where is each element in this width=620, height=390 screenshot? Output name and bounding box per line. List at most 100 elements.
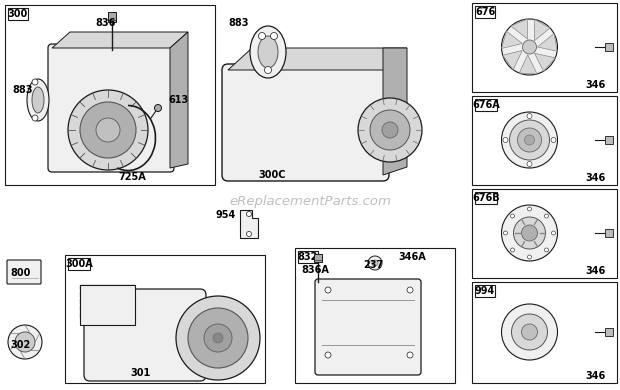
Polygon shape <box>538 34 557 51</box>
Circle shape <box>154 105 161 112</box>
Circle shape <box>188 308 248 368</box>
Circle shape <box>204 324 232 352</box>
Text: 725A: 725A <box>118 172 146 182</box>
Bar <box>68 258 90 270</box>
Circle shape <box>32 79 38 85</box>
Bar <box>314 254 322 262</box>
Bar <box>80 285 135 325</box>
Circle shape <box>551 138 556 142</box>
Text: 302: 302 <box>10 340 30 350</box>
Circle shape <box>527 161 532 167</box>
Circle shape <box>502 19 557 75</box>
Circle shape <box>513 217 546 249</box>
Circle shape <box>502 304 557 360</box>
Text: 836: 836 <box>95 18 115 28</box>
Circle shape <box>502 112 557 168</box>
Bar <box>80 292 135 297</box>
Text: 300: 300 <box>8 9 28 19</box>
Circle shape <box>259 32 265 39</box>
Circle shape <box>247 232 252 236</box>
Circle shape <box>176 296 260 380</box>
Circle shape <box>528 255 531 259</box>
Circle shape <box>527 113 532 119</box>
Polygon shape <box>240 210 258 238</box>
Ellipse shape <box>258 36 278 68</box>
Circle shape <box>544 248 549 252</box>
Text: 300C: 300C <box>258 170 285 180</box>
Polygon shape <box>520 55 537 74</box>
Bar <box>472 189 617 278</box>
Text: 883: 883 <box>12 85 32 95</box>
Circle shape <box>213 333 223 343</box>
Text: 994: 994 <box>475 286 495 296</box>
Ellipse shape <box>32 87 44 113</box>
Circle shape <box>512 314 547 350</box>
Bar <box>605 136 613 144</box>
Circle shape <box>15 332 35 352</box>
Bar <box>472 282 617 383</box>
Polygon shape <box>534 53 556 71</box>
Circle shape <box>510 248 515 252</box>
Text: eReplacementParts.com: eReplacementParts.com <box>229 195 391 209</box>
Circle shape <box>372 260 378 266</box>
FancyBboxPatch shape <box>48 44 174 172</box>
Circle shape <box>325 287 331 293</box>
Circle shape <box>80 102 136 158</box>
Bar <box>80 299 135 304</box>
Circle shape <box>32 115 38 121</box>
Bar <box>80 306 135 311</box>
Circle shape <box>368 256 382 270</box>
Text: 676A: 676A <box>472 100 500 110</box>
Circle shape <box>510 120 549 160</box>
Bar <box>65 255 265 383</box>
Text: 883: 883 <box>228 18 249 28</box>
Bar <box>475 192 497 204</box>
Polygon shape <box>170 32 188 168</box>
Circle shape <box>8 325 42 359</box>
Bar <box>605 229 613 237</box>
Bar <box>472 3 617 92</box>
Polygon shape <box>534 20 550 41</box>
Bar <box>605 43 613 51</box>
Circle shape <box>270 32 278 39</box>
Circle shape <box>265 67 272 73</box>
Circle shape <box>552 231 556 235</box>
Text: 346: 346 <box>585 173 605 183</box>
Circle shape <box>68 90 148 170</box>
Circle shape <box>407 352 413 358</box>
Circle shape <box>518 128 541 152</box>
Text: 237: 237 <box>363 260 383 270</box>
Text: 346: 346 <box>585 371 605 381</box>
Text: 836A: 836A <box>301 265 329 275</box>
Circle shape <box>502 205 557 261</box>
Text: 676: 676 <box>475 7 495 17</box>
FancyBboxPatch shape <box>222 64 389 181</box>
Polygon shape <box>503 50 522 70</box>
Text: 346: 346 <box>585 266 605 276</box>
Ellipse shape <box>250 26 286 78</box>
Text: 346A: 346A <box>398 252 426 262</box>
Bar <box>475 285 495 297</box>
Text: 300A: 300A <box>65 259 93 269</box>
Circle shape <box>523 40 536 54</box>
Circle shape <box>521 324 538 340</box>
Polygon shape <box>228 48 407 70</box>
Bar <box>8 8 28 20</box>
Circle shape <box>525 135 534 145</box>
Polygon shape <box>502 31 522 48</box>
Text: 301: 301 <box>130 368 150 378</box>
FancyBboxPatch shape <box>7 260 41 284</box>
FancyBboxPatch shape <box>84 289 206 381</box>
Bar <box>80 285 135 290</box>
Bar <box>80 313 135 318</box>
Polygon shape <box>52 32 188 48</box>
Circle shape <box>382 122 398 138</box>
Circle shape <box>370 110 410 150</box>
Circle shape <box>510 214 515 218</box>
Polygon shape <box>383 48 407 175</box>
Text: 800: 800 <box>10 268 30 278</box>
Circle shape <box>503 231 508 235</box>
Bar <box>475 6 495 18</box>
Text: 613: 613 <box>168 95 188 105</box>
Bar <box>5 5 215 185</box>
